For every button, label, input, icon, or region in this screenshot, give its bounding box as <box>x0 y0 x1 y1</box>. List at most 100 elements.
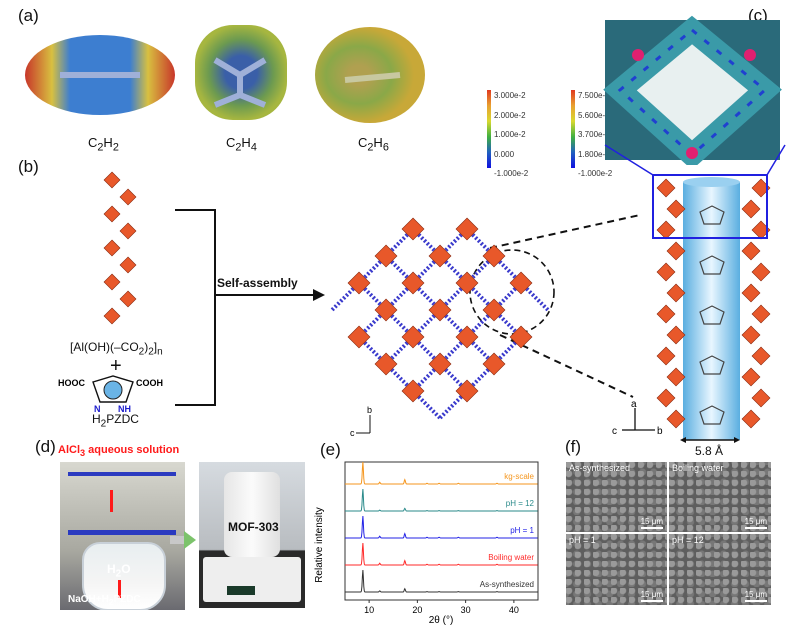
xrd-chart: 10 20 30 40 As-synthesized Boiling water pH = … <box>314 461 539 625</box>
pyrazole-ring <box>699 355 725 375</box>
pore-size-label: 5.8 Å <box>695 444 724 458</box>
plot-frame <box>344 461 539 601</box>
alo6-octahedron <box>666 325 686 345</box>
series-label: Boiling water <box>488 553 534 562</box>
alo6-octahedron <box>751 262 771 282</box>
sem-image-ph12: pH = 12 15 μm <box>669 534 771 605</box>
xrd-trace <box>345 569 538 593</box>
alo6-octahedron <box>656 346 676 366</box>
alo6-octahedron <box>347 271 371 295</box>
linker-n: N <box>94 404 101 414</box>
alo6-octahedron <box>428 244 452 268</box>
alo6-octahedron <box>482 352 506 376</box>
alo6-octahedron <box>103 307 121 325</box>
panel-f-label: (f) <box>565 437 582 456</box>
alo6-octahedron <box>741 367 761 387</box>
alo6-octahedron <box>741 409 761 429</box>
alo6-octahedron <box>455 325 479 349</box>
x-tick-label: 40 <box>509 605 519 615</box>
pyrazole-ring <box>699 255 725 275</box>
mof-framework <box>330 217 550 420</box>
alo6-octahedron <box>374 352 398 376</box>
sem-image-boiling-water: Boiling water 15 μm <box>669 462 771 532</box>
sem-image-ph1: pH = 1 15 μm <box>566 534 667 605</box>
alo6-octahedron <box>666 367 686 387</box>
alo6-octahedron <box>401 217 425 241</box>
pyrazole-ring <box>699 305 725 325</box>
linker-nh: NH <box>118 404 131 414</box>
alo6-octahedron <box>455 379 479 403</box>
alo6-octahedron <box>119 290 137 308</box>
alo6-octahedron <box>482 298 506 322</box>
alo6-octahedron <box>103 205 121 223</box>
x-axis-label: 2θ (°) <box>429 615 454 625</box>
alo6-octahedron <box>666 409 686 429</box>
panel-e-label: (e) <box>320 440 341 459</box>
plus-sign: + <box>110 355 122 377</box>
water-label: H2O <box>107 562 131 580</box>
alo6-octahedron <box>455 217 479 241</box>
alo6-octahedron <box>119 256 137 274</box>
product-photo: MOF-303 <box>199 462 305 608</box>
alcl3-annotation: AlCl3 aqueous solution <box>58 444 180 459</box>
series-label: pH = 1 <box>510 526 534 535</box>
zoom-box <box>652 174 768 239</box>
c2h2-label: C2H2 <box>88 135 119 154</box>
pyrazole-ring <box>699 205 725 225</box>
alo6-octahedron <box>401 271 425 295</box>
chain-formula: [Al(OH)(–CO2)2]n <box>70 340 163 358</box>
x-tick-label: 20 <box>412 605 422 615</box>
xrd-trace <box>345 515 538 539</box>
mof-303-label: MOF-303 <box>228 520 279 534</box>
y-axis-label: Relative intensity <box>314 507 325 583</box>
reactor-photo: H2O NaOH+H2PZDC <box>60 462 185 610</box>
panel-b-label: (b) <box>18 157 39 176</box>
panel-d-label: (d) <box>35 437 56 456</box>
xrd-trace <box>345 542 538 566</box>
alo6-octahedron <box>103 239 121 257</box>
self-assembly-label: Self-assembly <box>217 276 298 290</box>
alo6-octahedron <box>741 283 761 303</box>
alo6-octahedron <box>103 171 121 189</box>
xrd-trace <box>345 461 538 485</box>
xrd-trace <box>345 488 538 512</box>
axes-abc: a b c <box>612 399 663 437</box>
series-label: kg-scale <box>504 472 534 481</box>
alo6-octahedron <box>656 388 676 408</box>
pore-esp-image <box>603 15 782 165</box>
channel-structure <box>652 174 771 440</box>
naoh-annotation: NaOH+H2PZDC <box>68 594 141 607</box>
h2pzdc-structure: HOOC COOH N NH <box>58 375 163 414</box>
arrow-right-icon <box>313 289 325 301</box>
pyrazole-ring <box>699 405 725 425</box>
assembly-bracket <box>175 209 325 406</box>
al-chain-structure <box>103 171 137 325</box>
x-tick-label: 30 <box>461 605 471 615</box>
sem-image-as-synthesized: As-synthesized 15 μm <box>566 462 667 532</box>
c2h4-label: C2H4 <box>226 135 257 154</box>
linker-cooh-left: HOOC <box>58 378 86 388</box>
colorbar-c <box>571 90 575 168</box>
alo6-octahedron <box>119 188 137 206</box>
alo6-octahedron <box>428 298 452 322</box>
alo6-octahedron <box>103 273 121 291</box>
alo6-octahedron <box>119 222 137 240</box>
alo6-octahedron <box>751 346 771 366</box>
process-arrow-icon <box>170 531 196 549</box>
axis-b: b <box>657 426 663 437</box>
alo6-octahedron <box>666 199 686 219</box>
axis-c-label: c <box>350 428 355 438</box>
alo6-octahedron <box>482 244 506 268</box>
linker-cooh-right: COOH <box>136 378 163 388</box>
alo6-octahedron <box>741 325 761 345</box>
alo6-octahedron <box>656 220 676 240</box>
esp-surfaces <box>25 25 425 123</box>
alo6-octahedron <box>374 244 398 268</box>
colorbar-c-labels: 7.500e-1 5.600e-1 3.700e-1 1.800e-1 -1.000e-… <box>578 91 613 178</box>
alo6-octahedron <box>401 379 425 403</box>
colorbar-a-labels: 3.000e-2 2.000e-2 1.000e-2 0.000 -1.000e-2 <box>494 91 529 178</box>
alo6-octahedron <box>656 262 676 282</box>
alo6-octahedron <box>741 199 761 219</box>
axis-c: c <box>612 426 617 437</box>
